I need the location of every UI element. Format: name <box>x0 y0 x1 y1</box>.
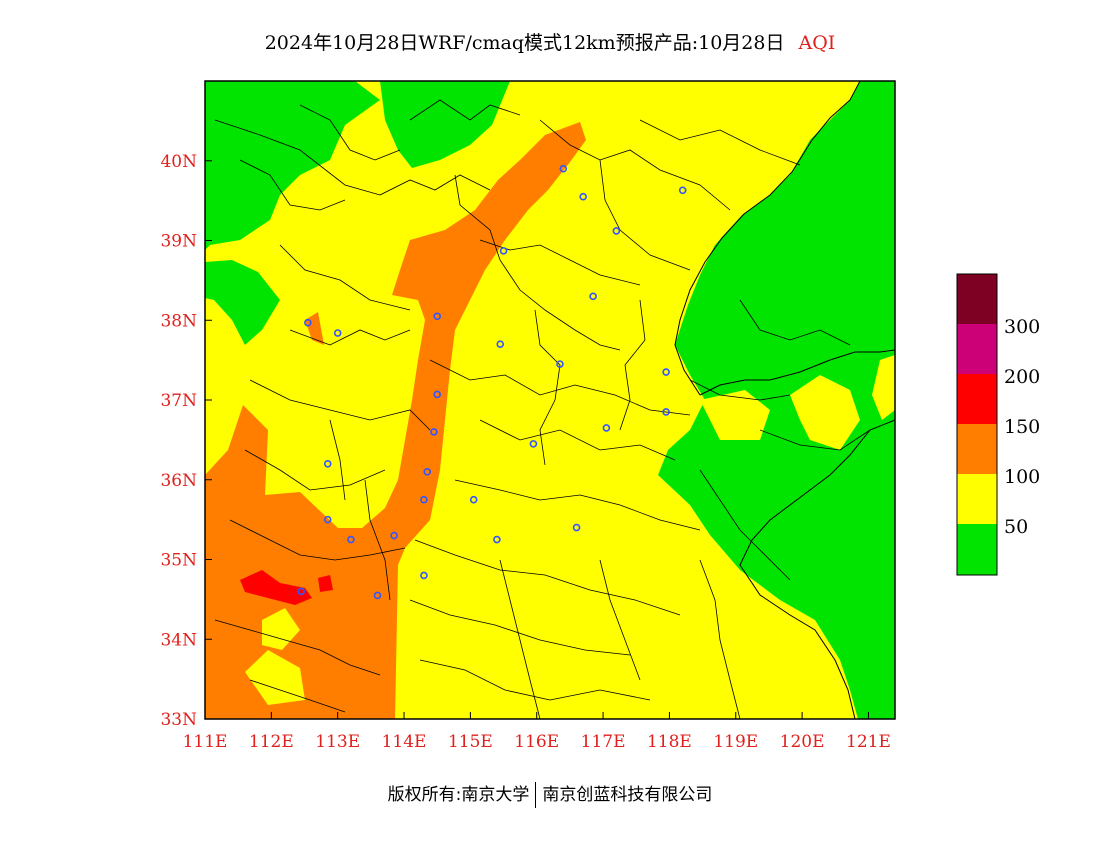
aqi-zone-good-east <box>658 81 895 719</box>
title-text: 2024年10月28日WRF/cmaq模式12km预报产品:10月28日 <box>264 32 785 54</box>
product-label: AQI <box>798 32 836 54</box>
station-marker <box>304 318 312 327</box>
y-tick-label: 39N <box>160 232 197 252</box>
x-tick-label: 119E <box>713 732 758 752</box>
station-marker <box>323 459 332 468</box>
copyright-company: 南京创蓝科技有限公司 <box>542 785 713 805</box>
aqi-zone-moderate-shandong <box>790 375 860 450</box>
y-tick-label: 38N <box>160 311 197 331</box>
legend-label-100: 100 <box>1004 466 1040 488</box>
station-marker <box>297 587 306 596</box>
station-marker <box>662 368 670 376</box>
station-marker <box>430 428 438 436</box>
city-stations <box>297 164 687 600</box>
y-tick-label: 33N <box>160 710 197 730</box>
y-tick-label: 36N <box>160 471 197 491</box>
legend-label-150: 150 <box>1004 416 1040 438</box>
y-tick-label: 35N <box>160 551 197 571</box>
x-tick-label: 117E <box>581 732 626 752</box>
x-tick-label: 115E <box>448 732 493 752</box>
copyright-owner: 版权所有:南京大学 <box>387 785 530 805</box>
y-tick-label: 40N <box>160 152 197 172</box>
station-marker <box>499 247 508 255</box>
station-marker <box>496 340 505 348</box>
map-plot-area <box>205 81 895 719</box>
aqi-zone-good-north-small <box>312 112 345 132</box>
station-marker <box>333 329 342 337</box>
x-tick-label: 114E <box>382 732 427 752</box>
station-marker <box>556 360 564 368</box>
aqi-zone-moderate-coast <box>872 355 895 420</box>
legend-swatch-hazardous <box>957 274 997 324</box>
legend-label-300: 300 <box>1004 316 1040 338</box>
legend-swatch-usg <box>957 424 997 474</box>
station-marker <box>469 495 478 504</box>
y-tick-label: 34N <box>160 630 197 650</box>
legend-swatch-moderate <box>957 474 997 524</box>
aqi-zone-moderate-pocket <box>245 650 305 705</box>
station-marker <box>579 192 587 201</box>
station-marker <box>529 440 538 448</box>
legend-label-50: 50 <box>1004 516 1028 538</box>
station-marker <box>373 591 382 600</box>
station-marker <box>493 535 501 544</box>
map-title: 2024年10月28日WRF/cmaq模式12km预报产品:10月28日 AQI <box>0 28 1100 55</box>
legend-swatch-good <box>957 524 997 575</box>
station-marker <box>420 571 428 580</box>
station-marker <box>323 515 332 524</box>
x-tick-label: 121E <box>846 732 891 752</box>
aqi-zone-moderate-inland <box>700 390 770 440</box>
axis-ticks: 111E 112E 113E 114E 115E 116E 117E 118E 119E 120E… <box>160 152 890 752</box>
station-marker <box>423 467 432 476</box>
legend-frame <box>956 273 998 576</box>
footer-divider <box>535 782 537 808</box>
station-marker <box>662 408 670 416</box>
station-marker <box>390 531 398 540</box>
coastline <box>674 81 895 719</box>
aqi-zone-unhealthy-spot <box>318 575 333 592</box>
station-marker <box>602 424 611 432</box>
aqi-zone-good-west <box>205 260 280 345</box>
station-marker <box>420 495 428 504</box>
x-tick-label: 116E <box>514 732 559 752</box>
aqi-zone-moderate-pocket-2 <box>262 608 300 650</box>
station-marker <box>612 227 621 235</box>
station-marker <box>347 535 355 544</box>
station-marker <box>559 164 568 173</box>
x-tick-label: 111E <box>183 732 228 752</box>
x-tick-label: 113E <box>315 732 360 752</box>
station-marker <box>678 186 687 195</box>
aqi-zone-good-north <box>380 81 510 168</box>
station-marker <box>572 523 581 532</box>
station-marker <box>433 312 442 321</box>
admin-boundaries <box>214 99 871 719</box>
x-tick-label: 120E <box>780 732 825 752</box>
aqi-zone-usg-corridor <box>205 122 586 719</box>
legend-swatch-unhealthy <box>957 374 997 424</box>
aqi-zone-unhealthy-hotspot <box>240 570 312 605</box>
x-tick-label: 112E <box>249 732 294 752</box>
station-marker <box>433 390 442 399</box>
legend-label-200: 200 <box>1004 366 1040 388</box>
y-tick-label: 37N <box>160 391 197 411</box>
copyright-footer: 版权所有:南京大学 南京创蓝科技有限公司 <box>0 780 1100 808</box>
station-marker <box>589 292 597 301</box>
aqi-legend: 50 100 150 200 300 <box>956 273 1040 576</box>
legend-swatch-very-unhealthy <box>957 324 997 374</box>
x-tick-label: 118E <box>647 732 692 752</box>
